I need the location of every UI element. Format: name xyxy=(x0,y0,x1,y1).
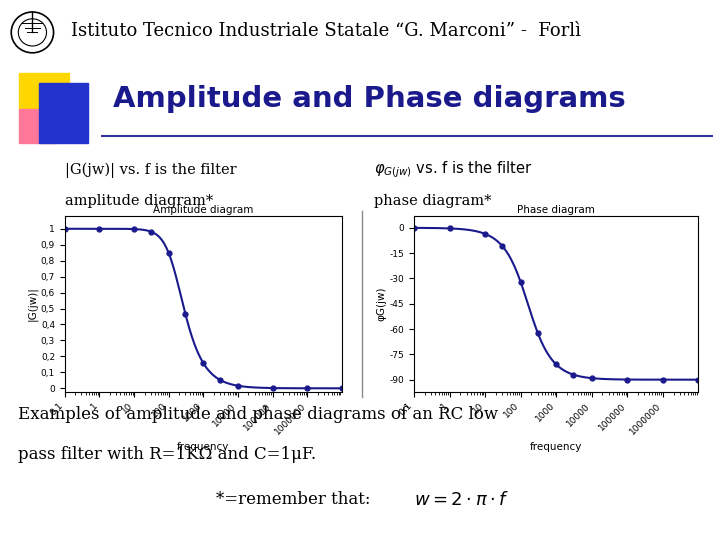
Title: Phase diagram: Phase diagram xyxy=(517,205,595,215)
Bar xyxy=(19,109,55,143)
Y-axis label: |G(jw)|: |G(jw)| xyxy=(27,286,38,321)
Text: pass filter with R=1KΩ and C=1μF.: pass filter with R=1KΩ and C=1μF. xyxy=(18,446,316,463)
Text: amplitude diagram*: amplitude diagram* xyxy=(65,194,213,208)
Title: Amplitude diagram: Amplitude diagram xyxy=(153,205,253,215)
Text: $\varphi_{G(jw)}$ vs. f is the filter: $\varphi_{G(jw)}$ vs. f is the filter xyxy=(374,159,532,180)
Text: Examples of amplitude and phase diagrams of an RC low: Examples of amplitude and phase diagrams… xyxy=(18,406,498,423)
Bar xyxy=(19,72,68,107)
Bar xyxy=(39,83,88,143)
Text: Istituto Tecnico Industriale Statale “G. Marconi” -  Forlì: Istituto Tecnico Industriale Statale “G.… xyxy=(71,23,581,40)
Text: $w = 2 \cdot \pi \cdot f$: $w = 2 \cdot \pi \cdot f$ xyxy=(414,491,509,509)
Text: |G(jw)| vs. f is the filter: |G(jw)| vs. f is the filter xyxy=(65,162,236,178)
X-axis label: frequency: frequency xyxy=(177,442,230,451)
Y-axis label: φG(jw): φG(jw) xyxy=(377,287,387,321)
Text: Amplitude and Phase diagrams: Amplitude and Phase diagrams xyxy=(113,85,626,113)
Text: phase diagram*: phase diagram* xyxy=(374,194,491,208)
Text: *=remember that:: *=remember that: xyxy=(216,491,371,509)
X-axis label: frequency: frequency xyxy=(530,442,582,451)
